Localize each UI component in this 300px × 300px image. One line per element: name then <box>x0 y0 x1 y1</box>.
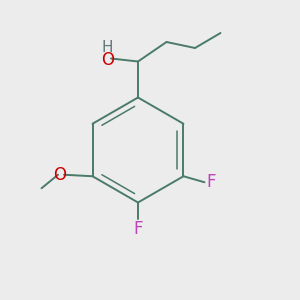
Text: O: O <box>101 51 114 69</box>
Text: F: F <box>133 220 143 238</box>
Text: O: O <box>53 166 66 184</box>
Text: H: H <box>102 40 113 55</box>
Text: F: F <box>207 173 216 191</box>
